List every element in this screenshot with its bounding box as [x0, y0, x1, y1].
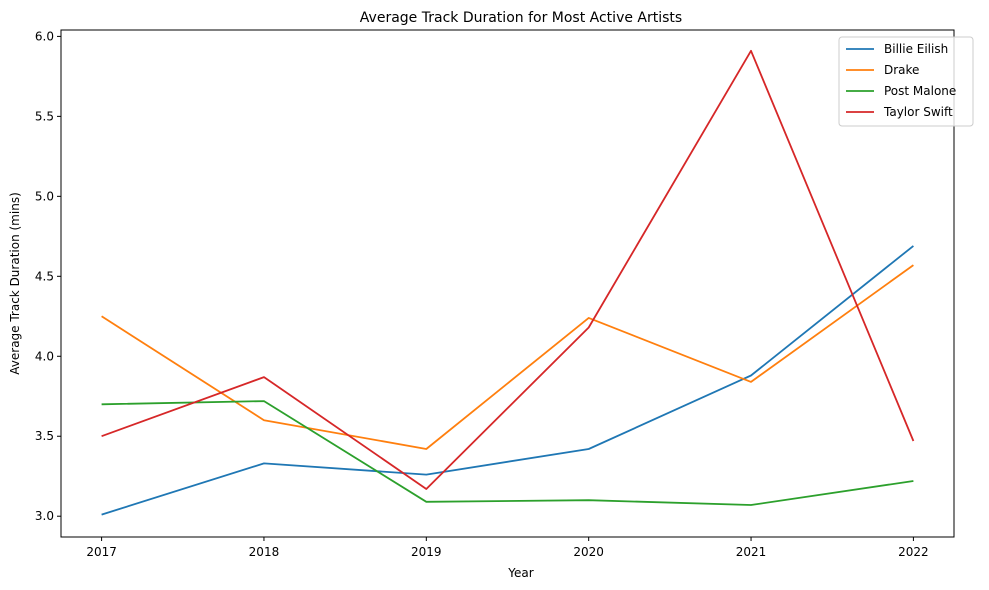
- legend-box: [838, 36, 974, 127]
- y-tick-label: 4.0: [35, 349, 54, 363]
- series-line-billie-eilish: [101, 245, 914, 516]
- x-tick-label: 2017: [86, 545, 117, 559]
- y-tick-label: 6.0: [35, 29, 54, 43]
- series-lines: [101, 49, 915, 516]
- legend-item-post-malone: Post Malone: [846, 84, 956, 98]
- chart-title: Average Track Duration for Most Active A…: [360, 10, 682, 26]
- x-tick-label: 2022: [898, 545, 929, 559]
- y-tick-label: 3.0: [35, 509, 54, 523]
- legend-label: Taylor Swift: [883, 105, 953, 119]
- x-axis-title: Year: [507, 566, 533, 580]
- legend-item-taylor-swift: Taylor Swift: [846, 105, 953, 119]
- legend-label: Drake: [884, 63, 919, 77]
- x-tick-label: 2021: [736, 545, 767, 559]
- legend-item-drake: Drake: [846, 63, 919, 77]
- series-line-taylor-swift: [101, 49, 915, 490]
- x-tick-label: 2018: [249, 545, 280, 559]
- legend-label: Billie Eilish: [884, 42, 948, 56]
- legend-item-billie-eilish: Billie Eilish: [846, 42, 948, 56]
- y-axis-title: Average Track Duration (mins): [8, 192, 22, 374]
- y-tick-label: 5.0: [35, 189, 54, 203]
- x-axis: 2017 2018 2019 2020 2021 2022: [86, 537, 929, 559]
- series-line-drake: [101, 264, 914, 450]
- x-tick-label: 2020: [573, 545, 604, 559]
- y-tick-label: 5.5: [35, 109, 54, 123]
- plot-area: [60, 29, 955, 538]
- y-tick-label: 3.5: [35, 429, 54, 443]
- x-tick-label: 2019: [411, 545, 442, 559]
- legend-label: Post Malone: [884, 84, 956, 98]
- legend: Billie Eilish Drake Post Malone Taylor Swif…: [838, 36, 974, 127]
- y-axis: 3.0 3.5 4.0 4.5 5.0 5.5 6.0: [35, 29, 61, 523]
- y-tick-label: 4.5: [35, 269, 54, 283]
- series-line-post-malone: [101, 400, 914, 506]
